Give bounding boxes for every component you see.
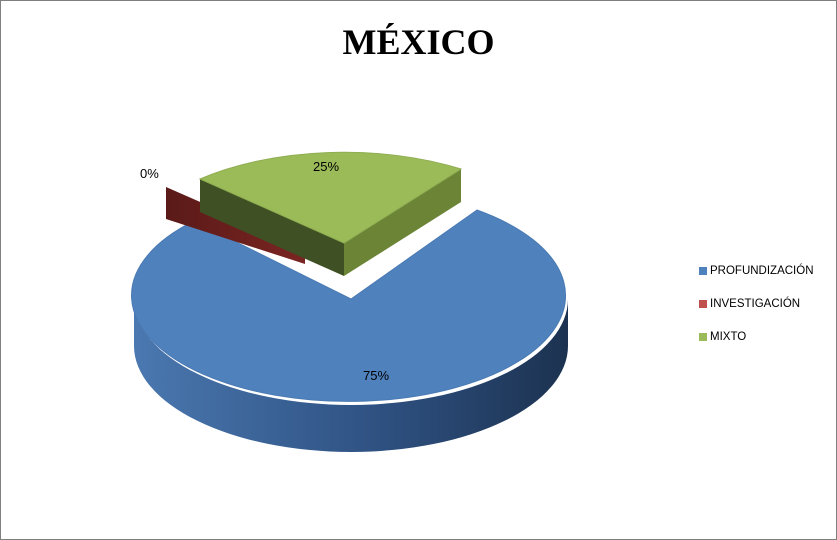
legend-swatch-mixto [699, 333, 707, 341]
slice-mixto-side-left [200, 179, 344, 276]
slice-mixto [198, 151, 463, 276]
data-label-investigacion: 0% [140, 166, 159, 181]
data-label-mixto: 25% [313, 159, 339, 174]
legend-item-mixto: MIXTO [699, 329, 814, 345]
legend-label-investigacion: INVESTIGACIÓN [710, 298, 801, 310]
data-label-profundizacion: 75% [363, 368, 389, 383]
slice-mixto-side-right [344, 169, 461, 276]
legend-label-profundizacion: PROFUNDIZACIÓN [710, 265, 814, 277]
legend-swatch-profundizacion [699, 267, 707, 275]
legend-swatch-investigacion [699, 300, 707, 308]
slice-profundizacion-top [131, 209, 566, 402]
legend: PROFUNDIZACIÓN INVESTIGACIÓN MIXTO [699, 263, 814, 362]
legend-label-mixto: MIXTO [710, 331, 747, 343]
slice-mixto-top [198, 151, 463, 244]
legend-item-profundizacion: PROFUNDIZACIÓN [699, 263, 814, 279]
chart-title: MÉXICO [342, 22, 495, 62]
legend-item-investigacion: INVESTIGACIÓN [699, 296, 814, 312]
slice-profundizacion-side [134, 299, 568, 452]
slice-profundizacion [131, 209, 568, 452]
